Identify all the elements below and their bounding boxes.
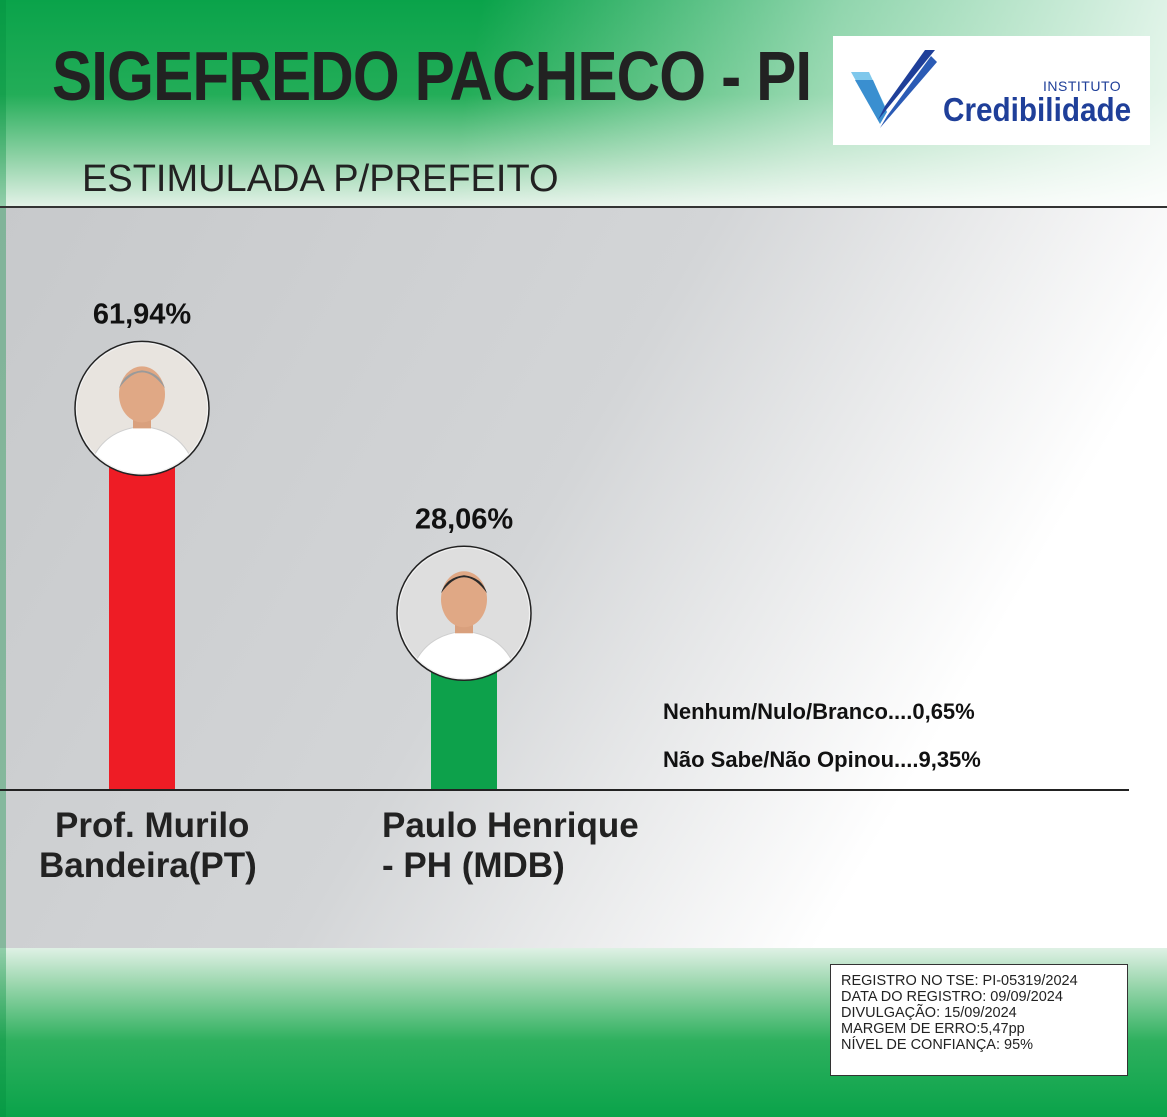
bar-1	[109, 414, 175, 789]
registry-line-tse: REGISTRO NO TSE: PI-05319/2024	[841, 973, 1078, 989]
chart-area	[0, 208, 1167, 948]
candidate-portrait-icon	[396, 545, 532, 682]
chart-subtitle: ESTIMULADA P/PREFEITO	[82, 158, 559, 200]
registry-line-confidence: NÍVEL DE CONFIANÇA: 95%	[841, 1037, 1034, 1053]
candidate-name-2: Paulo Henrique - PH (MDB)	[382, 806, 639, 886]
bar-value-label-1: 61,94%	[93, 298, 192, 330]
chart-baseline	[0, 789, 1129, 791]
candidate-name-2-line-1: Paulo Henrique	[382, 806, 639, 845]
candidate-name-1: Prof. Murilo Bandeira(PT)	[39, 806, 257, 886]
registry-line-date: DATA DO REGISTRO: 09/09/2024	[841, 989, 1063, 1005]
registry-line-margin: MARGEM DE ERRO:5,47pp	[841, 1021, 1025, 1037]
registry-box: REGISTRO NO TSE: PI-05319/2024 DATA DO R…	[830, 964, 1128, 1076]
candidate-portrait-icon	[74, 340, 210, 477]
candidate-name-1-line-2: Bandeira(PT)	[39, 846, 257, 885]
logo-name: Credibilidade	[943, 91, 1132, 128]
candidate-name-1-line-1: Prof. Murilo	[55, 806, 250, 845]
candidate-name-2-line-2: - PH (MDB)	[382, 846, 565, 885]
institute-logo: INSTITUTO Credibilidade	[833, 36, 1150, 145]
side-edge	[0, 0, 6, 1117]
logo-prefix: INSTITUTO	[1043, 78, 1122, 94]
registry-line-release: DIVULGAÇÃO: 15/09/2024	[841, 1005, 1017, 1021]
other-option-undecided: Não Sabe/Não Opinou....9,35%	[663, 747, 981, 772]
page-title: SIGEFREDO PACHECO - PI	[52, 37, 812, 115]
header-divider	[0, 206, 1167, 208]
checkmark-v-icon	[851, 50, 937, 128]
other-option-null: Nenhum/Nulo/Branco....0,65%	[663, 699, 975, 724]
bar-value-label-2: 28,06%	[415, 503, 514, 535]
